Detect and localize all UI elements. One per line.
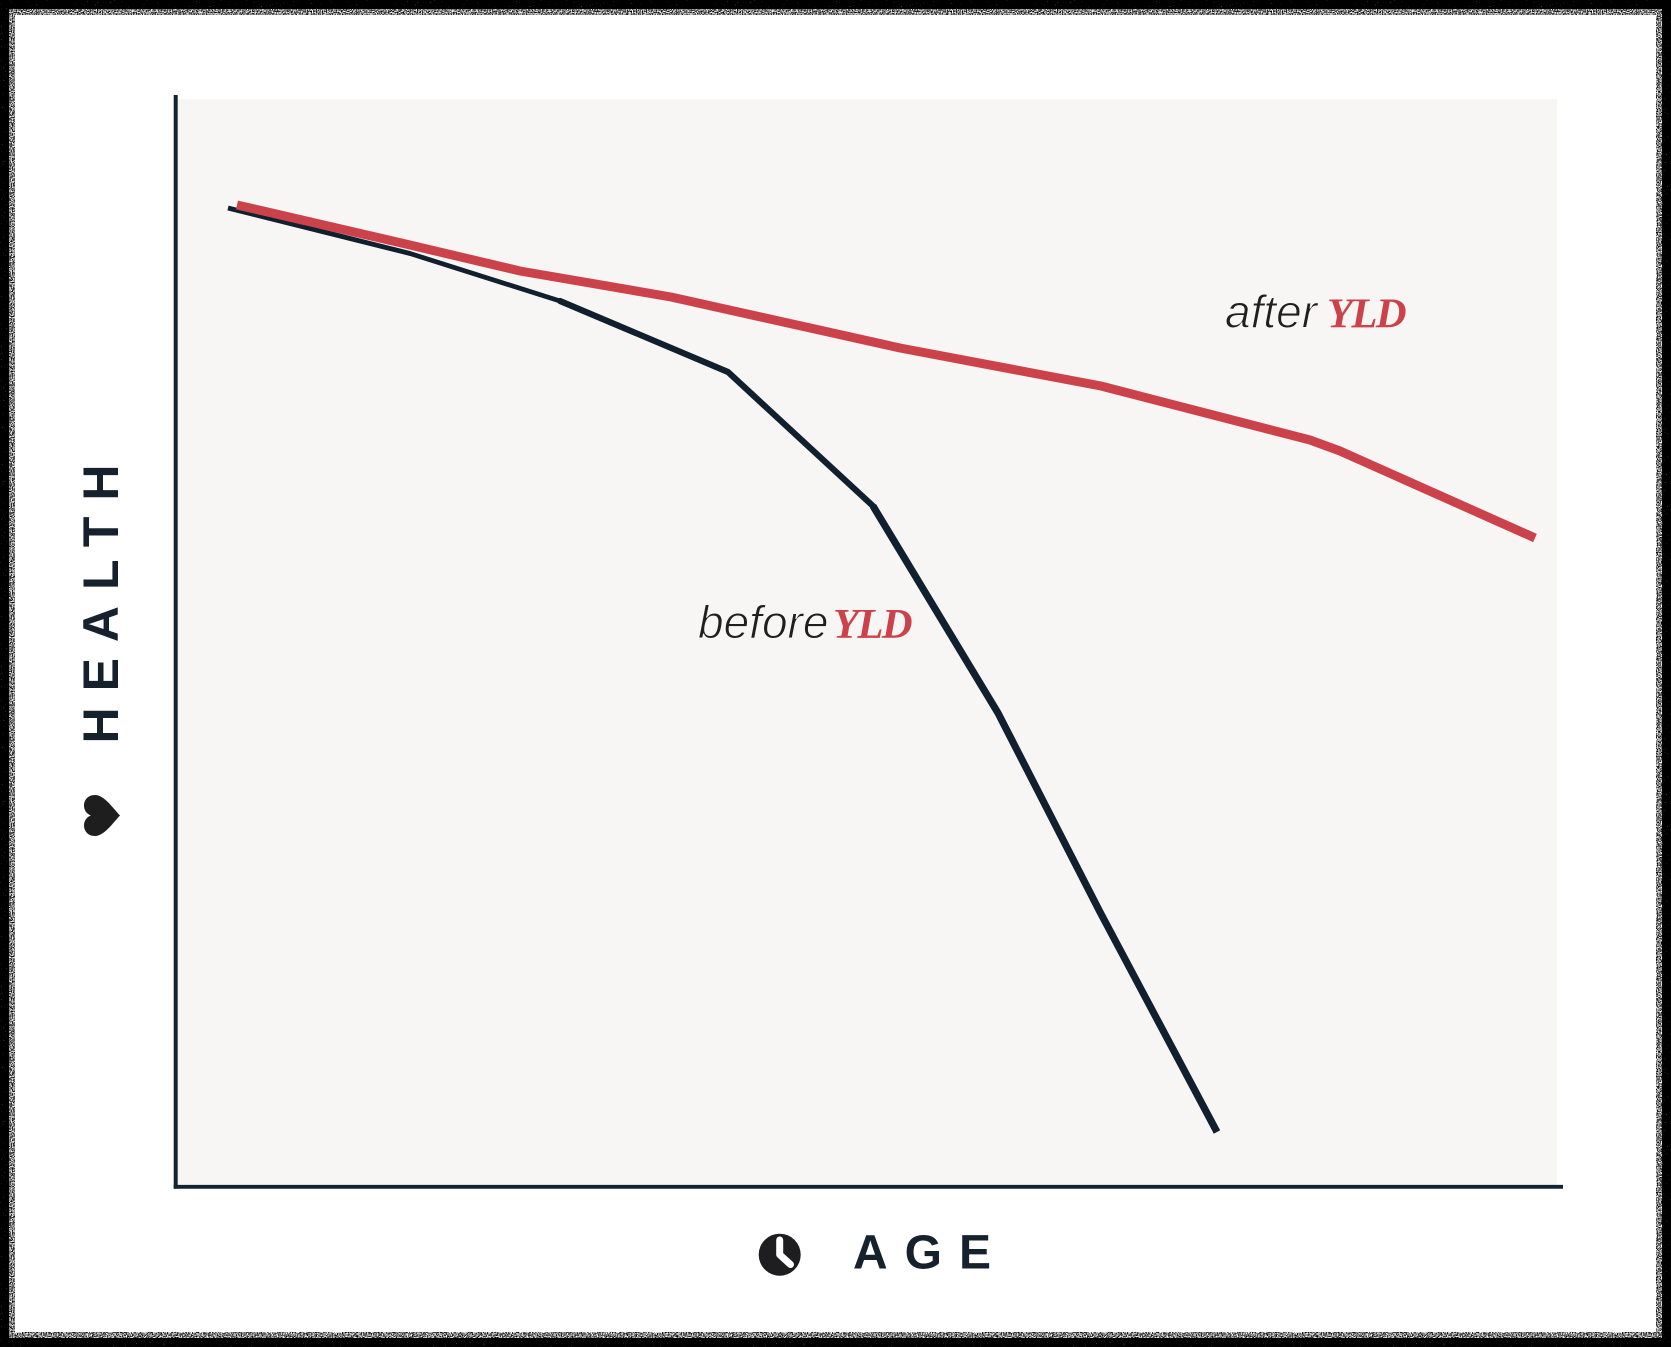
svg-text:YLD: YLD — [833, 601, 912, 648]
svg-text:after: after — [1225, 286, 1319, 338]
svg-text:before: before — [698, 596, 828, 648]
svg-text:YLD: YLD — [1327, 291, 1406, 338]
svg-text:before: before — [698, 596, 828, 648]
svg-text:after: after — [1225, 286, 1319, 338]
svg-text:AGE: AGE — [853, 1227, 1008, 1280]
svg-text:HEALTH: HEALTH — [73, 448, 129, 743]
